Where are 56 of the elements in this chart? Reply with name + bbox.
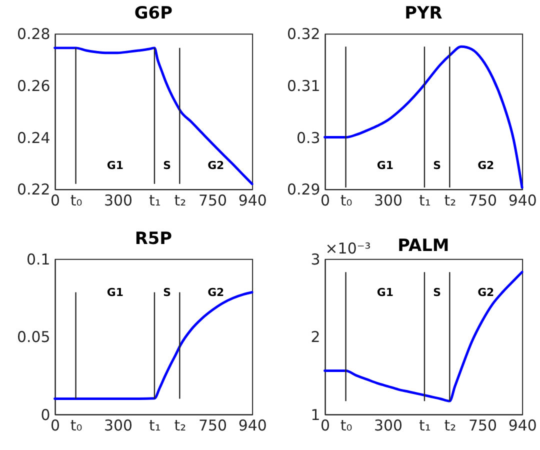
annotation: G2 bbox=[478, 286, 494, 300]
chart-title: R5P bbox=[134, 228, 172, 248]
chart-title: PALM bbox=[398, 234, 450, 255]
y-tick-label: 0.1 bbox=[26, 250, 50, 268]
y-axis-title: ×10⁻³ bbox=[325, 239, 371, 258]
y-tick-label: 0.32 bbox=[287, 25, 320, 44]
annotation: G2 bbox=[208, 158, 224, 172]
annotation: S bbox=[163, 286, 172, 300]
y-tick-label: 0.24 bbox=[17, 128, 50, 147]
x-tick-label: t₀ bbox=[340, 416, 352, 435]
y-tick-label: 0.28 bbox=[17, 25, 50, 44]
annotation: S bbox=[163, 158, 172, 172]
x-tick-label: 300 bbox=[374, 416, 403, 435]
y-tick-label: 3 bbox=[310, 250, 320, 268]
y-tick-label: 1 bbox=[310, 406, 320, 424]
annotation: G2 bbox=[478, 158, 494, 172]
annotation: G1 bbox=[376, 286, 394, 300]
annotation: S bbox=[433, 286, 442, 300]
x-tick-label: 750 bbox=[198, 192, 227, 210]
y-tick-label: 0.22 bbox=[17, 180, 50, 199]
x-tick-label: t₁ bbox=[419, 192, 431, 210]
annotation: G1 bbox=[106, 158, 124, 172]
y-tick-label: 2 bbox=[310, 328, 320, 346]
x-tick-label: t₁ bbox=[149, 192, 161, 210]
y-tick-label: 0.05 bbox=[17, 328, 50, 346]
line-series bbox=[54, 46, 254, 186]
annotation: G1 bbox=[106, 286, 124, 300]
x-tick-label: t₁ bbox=[419, 416, 431, 435]
x-tick-label: 750 bbox=[198, 416, 227, 435]
x-tick-label: t₀ bbox=[340, 192, 352, 210]
annotation: S bbox=[433, 158, 442, 172]
line-series bbox=[324, 270, 524, 402]
x-tick-label: 750 bbox=[468, 416, 497, 435]
y-tick-label: 0.29 bbox=[287, 180, 320, 199]
x-tick-label: t₂ bbox=[174, 192, 186, 210]
x-tick-label: t₀ bbox=[70, 192, 82, 210]
x-tick-label: 300 bbox=[374, 192, 403, 210]
y-tick-label: 0.3 bbox=[296, 128, 320, 147]
x-tick-label: 940 bbox=[238, 416, 267, 435]
chart-title: PYR bbox=[404, 2, 442, 23]
x-tick-label: 940 bbox=[508, 192, 537, 210]
x-tick-label: t₂ bbox=[444, 416, 456, 435]
x-tick-label: 300 bbox=[104, 192, 133, 210]
x-tick-label: 940 bbox=[508, 416, 537, 435]
x-tick-label: 300 bbox=[104, 416, 133, 435]
y-tick-label: 0.26 bbox=[17, 76, 50, 95]
annotation: G2 bbox=[208, 286, 224, 300]
x-tick-label: t₁ bbox=[149, 416, 161, 435]
x-tick-label: t₂ bbox=[174, 416, 186, 435]
x-tick-label: t₀ bbox=[70, 416, 82, 435]
x-tick-label: 940 bbox=[238, 192, 267, 210]
y-tick-label: 0.31 bbox=[287, 76, 320, 95]
x-tick-label: t₂ bbox=[444, 192, 456, 210]
annotation: G1 bbox=[376, 158, 394, 172]
x-tick-label: 750 bbox=[468, 192, 497, 210]
chart-title: G6P bbox=[134, 2, 172, 23]
